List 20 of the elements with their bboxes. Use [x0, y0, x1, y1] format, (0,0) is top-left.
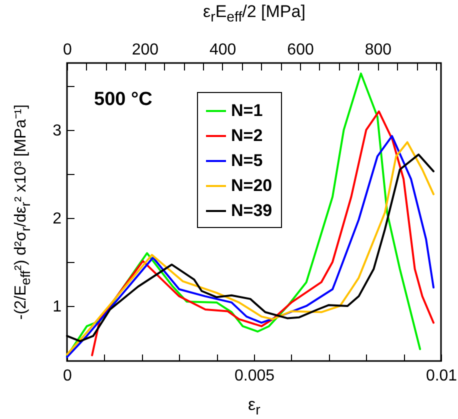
x2-tick-label: 0: [63, 42, 72, 58]
x2-tick-label: 400: [209, 42, 236, 58]
x-tick-label: 0: [63, 368, 72, 384]
legend-label: N=39: [231, 201, 272, 220]
x2-axis-title: ε$_{r}$E$_{eff}$/2 [MPa]: [203, 2, 306, 26]
x2-tick-label: 600: [287, 42, 314, 58]
legend-label: N=20: [231, 176, 272, 195]
y-tick-label: 3: [52, 122, 62, 140]
legend-label: N=1: [231, 101, 263, 120]
x-tick-label: 0.01: [426, 368, 458, 384]
line-series: [66, 72, 422, 358]
x-axis-title: ε$_{r}$: [248, 395, 260, 418]
y-tick-label: 1: [52, 298, 62, 316]
legend-label: N=2: [231, 126, 263, 145]
legend-label: N=5: [231, 151, 263, 170]
x2-tick-label: 200: [132, 42, 159, 58]
x2-tick-label: 800: [364, 42, 392, 58]
annotation: 500 °C: [94, 89, 152, 111]
y-tick-label: 2: [52, 210, 62, 228]
x-tick-label: 0.005: [234, 368, 275, 384]
